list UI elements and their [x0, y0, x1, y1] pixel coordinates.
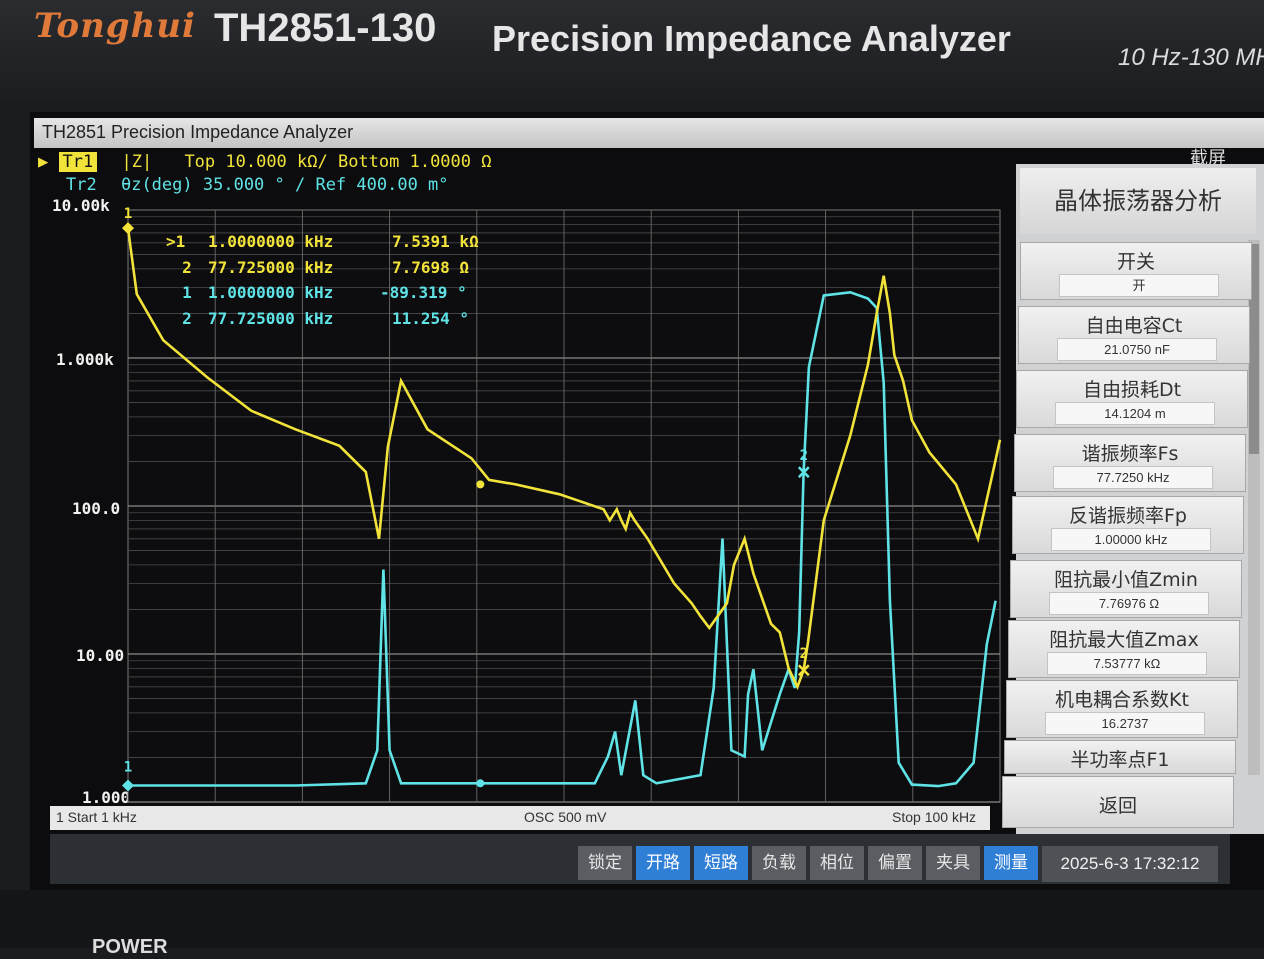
trace2-scale: 35.000 ° / Ref 400.00 m° — [202, 175, 449, 195]
marker-2-trace2-icon — [797, 466, 810, 479]
softkey-label: 自由损耗Dt — [1082, 379, 1182, 401]
softkey-label: 谐振频率Fs — [1081, 443, 1179, 465]
softkey-half-power-f1[interactable]: 半功率点F1 — [1004, 740, 1236, 774]
marker-value: -89.319 ° — [380, 283, 467, 302]
phase-button[interactable]: 相位 — [810, 846, 864, 880]
frequency-range: 10 Hz-130 MHz — [1118, 44, 1264, 71]
softkey-label: 半功率点F1 — [1070, 749, 1170, 771]
app-title: TH2851 Precision Impedance Analyzer — [42, 122, 354, 142]
marker-readout-row: >1 1.0000000 kHz 7.5391 kΩ — [166, 232, 479, 251]
trace1-label[interactable]: Tr1 — [58, 152, 98, 172]
y-axis-label: 1.000k — [56, 350, 114, 369]
back-button-label: 返回 — [1098, 795, 1137, 817]
trace2-phase-line — [128, 290, 997, 788]
trace1-impedance-line — [126, 228, 1002, 691]
softkey-resonant-frequency[interactable]: 谐振频率Fs 77.7250 kHz — [1014, 434, 1246, 492]
instrument-bezel-bottom — [0, 890, 1264, 948]
load-button[interactable]: 负载 — [752, 846, 806, 880]
softkey-value[interactable]: 1.00000 kHz — [1051, 528, 1211, 551]
softkey-label: 自由电容Ct — [1085, 315, 1183, 337]
softkey-value[interactable]: 21.0750 nF — [1057, 338, 1217, 361]
softkey-free-capacitance[interactable]: 自由电容Ct 21.0750 nF — [1018, 306, 1250, 364]
lock-button[interactable]: 锁定 — [578, 846, 632, 880]
softkey-value[interactable]: 7.76976 Ω — [1049, 592, 1209, 615]
product-name: Precision Impedance Analyzer — [492, 18, 1011, 59]
y-axis-label-bottom: 1.000 — [82, 788, 131, 807]
sweep-status-bar: 1 Start 1 kHz OSC 500 mV Stop 100 kHz — [50, 806, 990, 830]
softkey-value[interactable]: 14.1204 m — [1055, 402, 1215, 425]
softkey-label: 阻抗最大值Zmax — [1049, 629, 1199, 651]
marker-index: 1 — [182, 283, 192, 302]
trace2-format: θz(deg) — [120, 175, 193, 195]
measure-button[interactable]: 测量 — [984, 846, 1038, 880]
bias-button[interactable]: 偏置 — [868, 846, 922, 880]
marker-1-trace2-icon — [122, 779, 134, 792]
osc-level[interactable]: OSC 500 mV — [524, 809, 607, 825]
clock: 2025-6-3 17:32:12 — [1042, 846, 1218, 882]
marker-2-trace2-label: 2 — [800, 448, 808, 464]
softkey-zmin[interactable]: 阻抗最小值Zmin 7.76976 Ω — [1010, 560, 1242, 618]
capture-button[interactable]: 截屏 — [1190, 148, 1226, 169]
trace1-reference-dot — [476, 480, 485, 489]
softkey-value[interactable]: 77.7250 kHz — [1053, 466, 1213, 489]
marker-frequency: 1.0000000 kHz — [208, 283, 334, 302]
softkey-label: 阻抗最小值Zmin — [1054, 569, 1198, 591]
y-axis-label-top: 10.00k — [52, 196, 110, 215]
softkey-antiresonant-frequency[interactable]: 反谐振频率Fp 1.00000 kHz — [1012, 496, 1244, 554]
y-axis-label: 100.0 — [72, 499, 121, 518]
marker-index: >1 — [166, 232, 186, 251]
model-number: TH2851-130 — [214, 6, 437, 50]
marker-readout-row: 1 1.0000000 kHz -89.319 ° — [166, 283, 467, 302]
softkey-coupling-coefficient[interactable]: 机电耦合系数Kt 16.2737 — [1006, 680, 1238, 738]
short-button[interactable]: 短路 — [694, 846, 748, 880]
softkey-zmax[interactable]: 阻抗最大值Zmax 7.53777 kΩ — [1008, 620, 1240, 678]
trace2-reference-dot — [476, 779, 485, 788]
marker-2-trace1-icon — [797, 664, 810, 677]
marker-1-trace1-label: 1 — [124, 206, 132, 222]
trace1-scale: Top 10.000 kΩ/ Bottom 1.0000 Ω — [184, 152, 492, 172]
instrument-bezel: Tonghui TH2851-130 Precision Impedance A… — [0, 0, 1264, 100]
trace1-header[interactable]: ▶ Tr1 |Z| Top 10.000 kΩ/ Bottom 1.0000 Ω — [38, 152, 491, 172]
marker-readout-row: 2 77.725000 kHz 7.7698 Ω — [166, 258, 469, 277]
marker-value: 7.5391 kΩ — [392, 232, 479, 251]
sweep-start[interactable]: 1 Start 1 kHz — [56, 809, 137, 825]
softkey-value[interactable]: 开 — [1059, 274, 1219, 297]
trace1-format: |Z| — [121, 152, 153, 172]
marker-readout-row: 2 77.725000 kHz 11.254 ° — [166, 309, 469, 328]
marker-frequency: 1.0000000 kHz — [208, 232, 334, 251]
fixture-button[interactable]: 夹具 — [926, 846, 980, 880]
sweep-stop[interactable]: Stop 100 kHz — [892, 809, 977, 825]
trace2-label[interactable]: Tr2 — [66, 175, 97, 195]
softkey-label: 机电耦合系数Kt — [1055, 689, 1189, 711]
open-button[interactable]: 开路 — [636, 846, 690, 880]
softkey-value[interactable]: 7.53777 kΩ — [1047, 652, 1207, 675]
marker-1-trace2-label: 1 — [124, 759, 132, 775]
softkey-value[interactable]: 16.2737 — [1045, 712, 1205, 735]
y-axis-label: 10.00 — [76, 646, 125, 665]
brand-logo: Tonghui — [34, 6, 196, 46]
panel-title: 晶体振荡器分析 — [1020, 168, 1256, 234]
chart-grid — [128, 210, 1000, 803]
marker-glyphs: 1 1 2 2 — [122, 206, 810, 792]
softkey-label: 开关 — [1116, 251, 1155, 273]
marker-2-trace1-label: 2 — [800, 646, 808, 662]
marker-value: 7.7698 Ω — [392, 258, 470, 277]
softkey-switch[interactable]: 开关 开 — [1020, 242, 1252, 300]
marker-index: 2 — [182, 309, 192, 328]
panel-scrollbar-thumb[interactable] — [1249, 244, 1259, 454]
marker-1-trace1-icon — [122, 222, 134, 235]
back-button[interactable]: 返回 — [1002, 776, 1234, 828]
marker-frequency: 77.725000 kHz — [208, 258, 334, 277]
marker-frequency: 77.725000 kHz — [208, 309, 334, 328]
marker-index: 2 — [182, 258, 192, 277]
active-trace-arrow-icon: ▶ — [38, 152, 49, 172]
marker-value: 11.254 ° — [392, 309, 470, 328]
softkey-label: 反谐振频率Fp — [1069, 505, 1187, 527]
trace2-header[interactable]: Tr2 θz(deg) 35.000 ° / Ref 400.00 m° — [66, 175, 449, 195]
app-titlebar: TH2851 Precision Impedance Analyzer — [34, 118, 1264, 148]
softkey-free-loss[interactable]: 自由损耗Dt 14.1204 m — [1016, 370, 1248, 428]
